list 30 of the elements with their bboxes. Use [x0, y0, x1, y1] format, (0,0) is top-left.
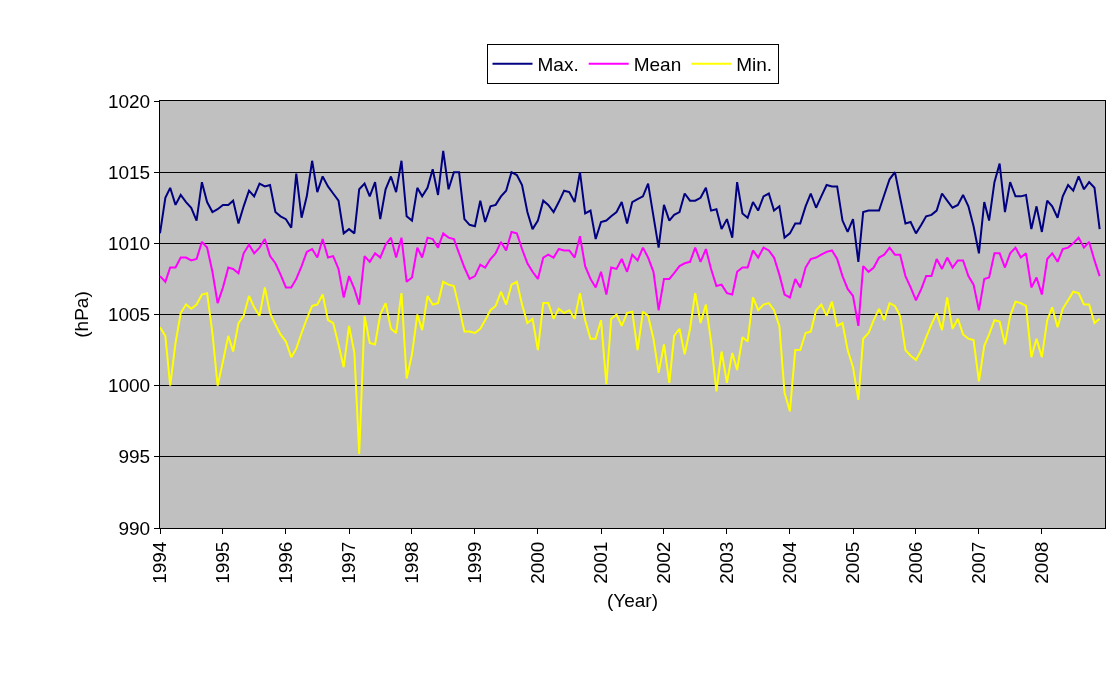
y-tick-label: 1010	[107, 232, 151, 254]
line-series	[160, 149, 1101, 263]
y-tick-label: 1015	[107, 161, 151, 183]
y-tick-label: 995	[118, 446, 151, 468]
x-axis-title: (Year)	[606, 589, 659, 611]
y-tick-label: 990	[118, 517, 151, 539]
x-tick-label: 2001	[590, 541, 612, 584]
legend-label: Min.	[736, 54, 773, 76]
x-tick-label: 2004	[779, 541, 801, 584]
legend-label: Max.	[537, 54, 579, 76]
x-tick-label: 1995	[212, 541, 234, 584]
x-tick-label: 1999	[464, 541, 486, 584]
x-tick-label: 1997	[338, 541, 360, 584]
x-tick-label: 1994	[149, 541, 171, 584]
x-tick-label: 2007	[968, 541, 990, 584]
x-tick-label: 2003	[716, 541, 738, 584]
x-tick-label: 2008	[1031, 541, 1053, 584]
x-tick-label: 2006	[905, 541, 927, 584]
x-tick-label: 1996	[275, 541, 297, 584]
y-tick-label: 1000	[107, 375, 151, 397]
x-tick-label: 2000	[527, 541, 549, 584]
x-tick-label: 2005	[842, 541, 864, 584]
y-axis-title: (hPa)	[70, 291, 92, 338]
line-series	[160, 280, 1101, 455]
y-tick-label: 1020	[107, 90, 151, 112]
line-series	[160, 230, 1101, 327]
legend-label: Mean	[633, 54, 682, 76]
x-tick-label: 2002	[653, 541, 675, 584]
x-tick-label: 1998	[401, 541, 423, 584]
y-tick-label: 1005	[107, 304, 151, 326]
